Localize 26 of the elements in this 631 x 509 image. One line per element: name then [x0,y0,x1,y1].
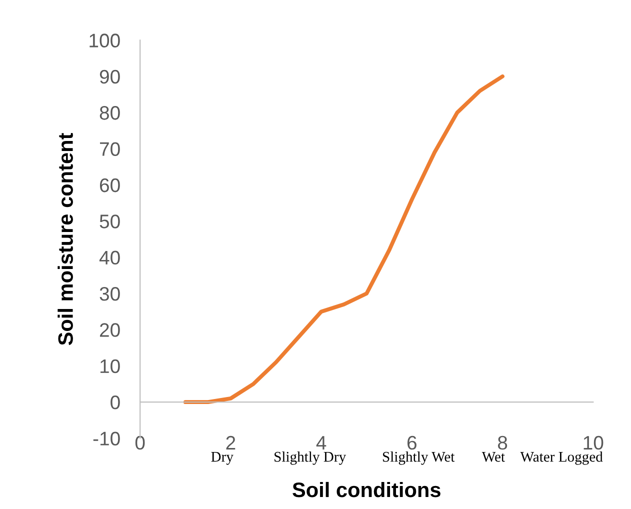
y-tick-label: 10 [100,359,120,374]
x-tick-label: 8 [498,436,508,450]
x-tick-label: 6 [408,436,416,450]
y-tick-label: 100 [90,34,120,48]
y-tick-label: -10 [93,432,120,446]
x-tick-label: 4 [316,436,326,450]
y-tick-label: 80 [100,106,120,120]
y-tick-label: 60 [100,178,120,192]
text: Slightly Dry [274,451,346,465]
y-tick-label: 30 [100,286,120,301]
line-series [183,74,504,404]
y-tick-label: 20 [100,323,120,337]
y-tick-label: 70 [100,142,120,156]
x-tick-label: 2 [226,436,236,450]
x-tick-label: 0 [135,436,145,450]
y-tick-label: 0 [110,396,120,410]
text: Wet [482,452,505,462]
x-tick-label: 10 [584,436,604,450]
x-axis-title: Soil conditions [292,482,440,498]
y-tick-label: 50 [100,214,120,228]
y-tick-label: 90 [100,70,120,84]
text: Dry [211,452,234,465]
text: Water Logged [520,451,603,465]
y-tick-label: 40 [99,250,120,265]
y-axis-title: Soil moisture content [58,132,73,346]
text: Slightly Wet [382,451,455,465]
